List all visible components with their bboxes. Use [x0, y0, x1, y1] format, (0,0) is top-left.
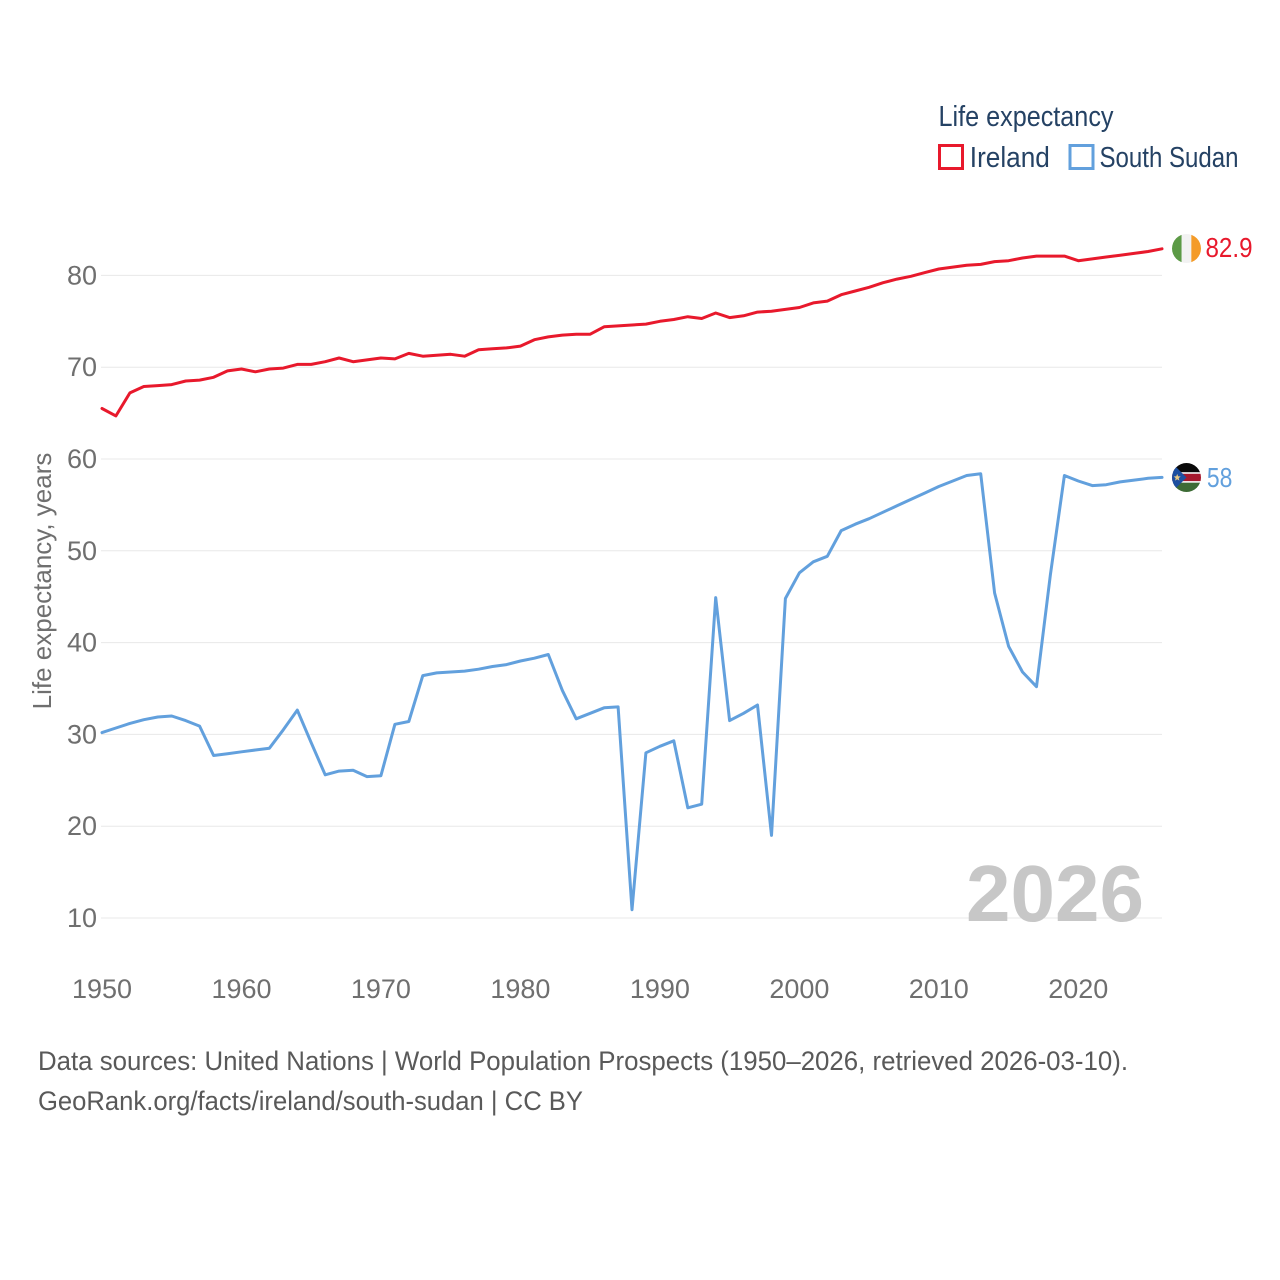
svg-text:South Sudan: South Sudan: [1100, 142, 1239, 174]
svg-text:1990: 1990: [630, 974, 690, 1004]
svg-text:70: 70: [67, 352, 97, 382]
svg-text:Data sources: United Nations |: Data sources: United Nations | World Pop…: [38, 1046, 1128, 1076]
svg-text:Ireland: Ireland: [970, 142, 1050, 174]
svg-text:2026: 2026: [966, 849, 1144, 938]
svg-text:1960: 1960: [211, 974, 271, 1004]
svg-text:GeoRank.org/facts/ireland/sout: GeoRank.org/facts/ireland/south-sudan | …: [38, 1086, 583, 1116]
svg-text:58: 58: [1207, 462, 1233, 493]
svg-text:20: 20: [67, 811, 97, 841]
svg-text:1980: 1980: [490, 974, 550, 1004]
svg-text:82.9: 82.9: [1206, 232, 1253, 263]
svg-text:30: 30: [67, 719, 97, 749]
svg-text:2000: 2000: [769, 974, 829, 1004]
svg-text:40: 40: [67, 628, 97, 658]
svg-text:50: 50: [67, 536, 97, 566]
svg-text:60: 60: [67, 444, 97, 474]
svg-text:10: 10: [67, 903, 97, 933]
svg-text:1970: 1970: [351, 974, 411, 1004]
svg-text:Life expectancy: Life expectancy: [939, 101, 1114, 133]
svg-text:2010: 2010: [909, 974, 969, 1004]
svg-text:1950: 1950: [72, 974, 132, 1004]
svg-text:2020: 2020: [1048, 974, 1108, 1004]
svg-text:80: 80: [67, 260, 97, 290]
svg-text:Life expectancy, years: Life expectancy, years: [27, 453, 57, 710]
